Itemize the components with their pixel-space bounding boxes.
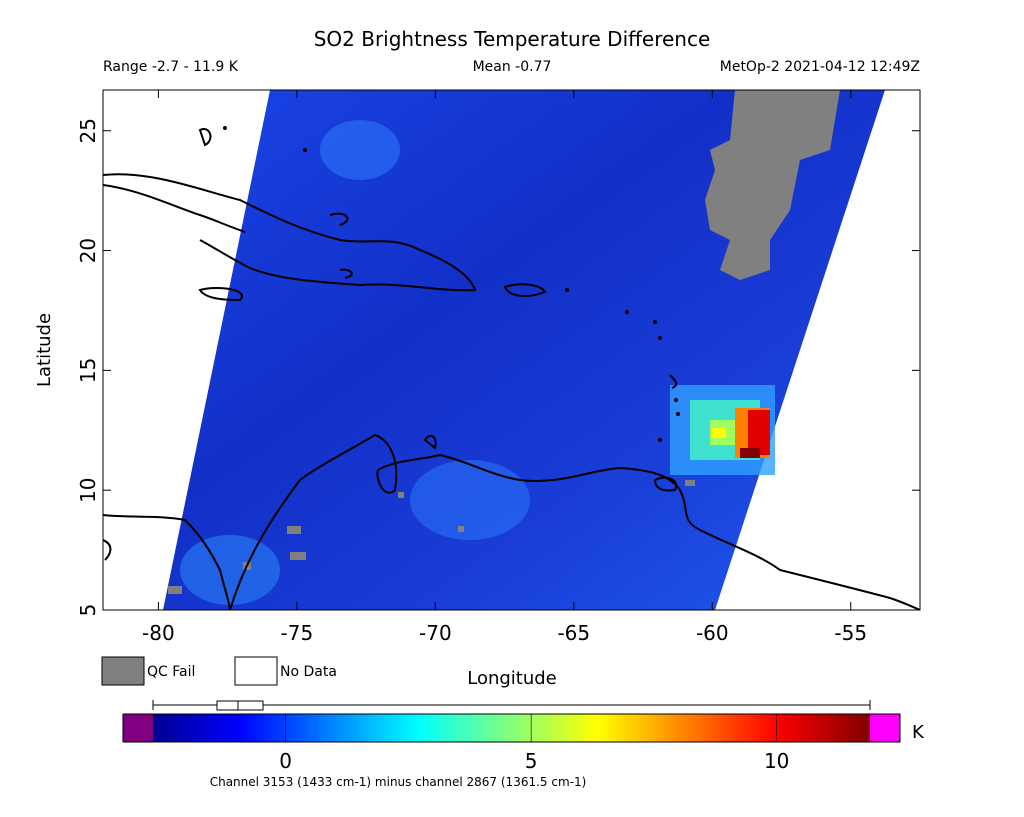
axes: -80 -75 -70 -65 -60 -55 5 10 15 20 25: [76, 90, 920, 645]
swath-feature: [180, 535, 280, 605]
instrument-text: MetOp-2 2021-04-12 12:49Z: [720, 59, 920, 75]
colorbar-under: [123, 714, 153, 742]
colorbar-tick-label: 0: [279, 749, 292, 773]
x-tick-label: -60: [696, 621, 729, 645]
title: SO2 Brightness Temperature Difference: [314, 27, 711, 51]
qc-fail-region: [705, 90, 840, 280]
colorbar-tick-label: 5: [525, 749, 538, 773]
colorbar-axis: 0 5 10: [279, 714, 789, 773]
colorbar: [153, 714, 870, 742]
x-tick-label: -65: [557, 621, 590, 645]
y-tick-label: 10: [76, 477, 100, 502]
hot-spot: [670, 385, 775, 475]
x-tick-label: -70: [419, 621, 452, 645]
colorbar-tick-label: 10: [764, 749, 789, 773]
y-tick-label: 15: [76, 358, 100, 383]
swath-feature: [320, 120, 400, 180]
x-tick-label: -75: [281, 621, 314, 645]
colorbar-over: [870, 714, 900, 742]
swath: [163, 90, 885, 610]
legend-label: QC Fail: [147, 664, 195, 680]
colorbar-frame: [122, 713, 901, 743]
colorbar-unit: K: [912, 722, 925, 743]
y-axis-label: Latitude: [34, 313, 55, 387]
range-text: Range -2.7 - 11.9 K: [103, 59, 239, 75]
y-tick-label: 5: [76, 604, 100, 617]
y-tick-label: 25: [76, 118, 100, 143]
coastlines: [103, 128, 920, 610]
plot-frame: [102, 89, 921, 611]
mean-text: Mean -0.77: [473, 59, 552, 75]
swath-feature: [410, 460, 530, 540]
legend-swatch-nodata: [234, 656, 278, 686]
map: [103, 90, 920, 610]
y-tick-label: 20: [76, 238, 100, 263]
x-axis-label: Longitude: [467, 668, 557, 689]
legend-label: No Data: [280, 664, 337, 680]
stats-box: [152, 700, 871, 711]
x-tick-label: -80: [142, 621, 175, 645]
islands: [223, 126, 680, 442]
x-tick-label: -55: [834, 621, 867, 645]
colorbar-caption: Channel 3153 (1433 cm-1) minus channel 2…: [210, 775, 587, 789]
legend-swatch-qc: [101, 656, 145, 686]
